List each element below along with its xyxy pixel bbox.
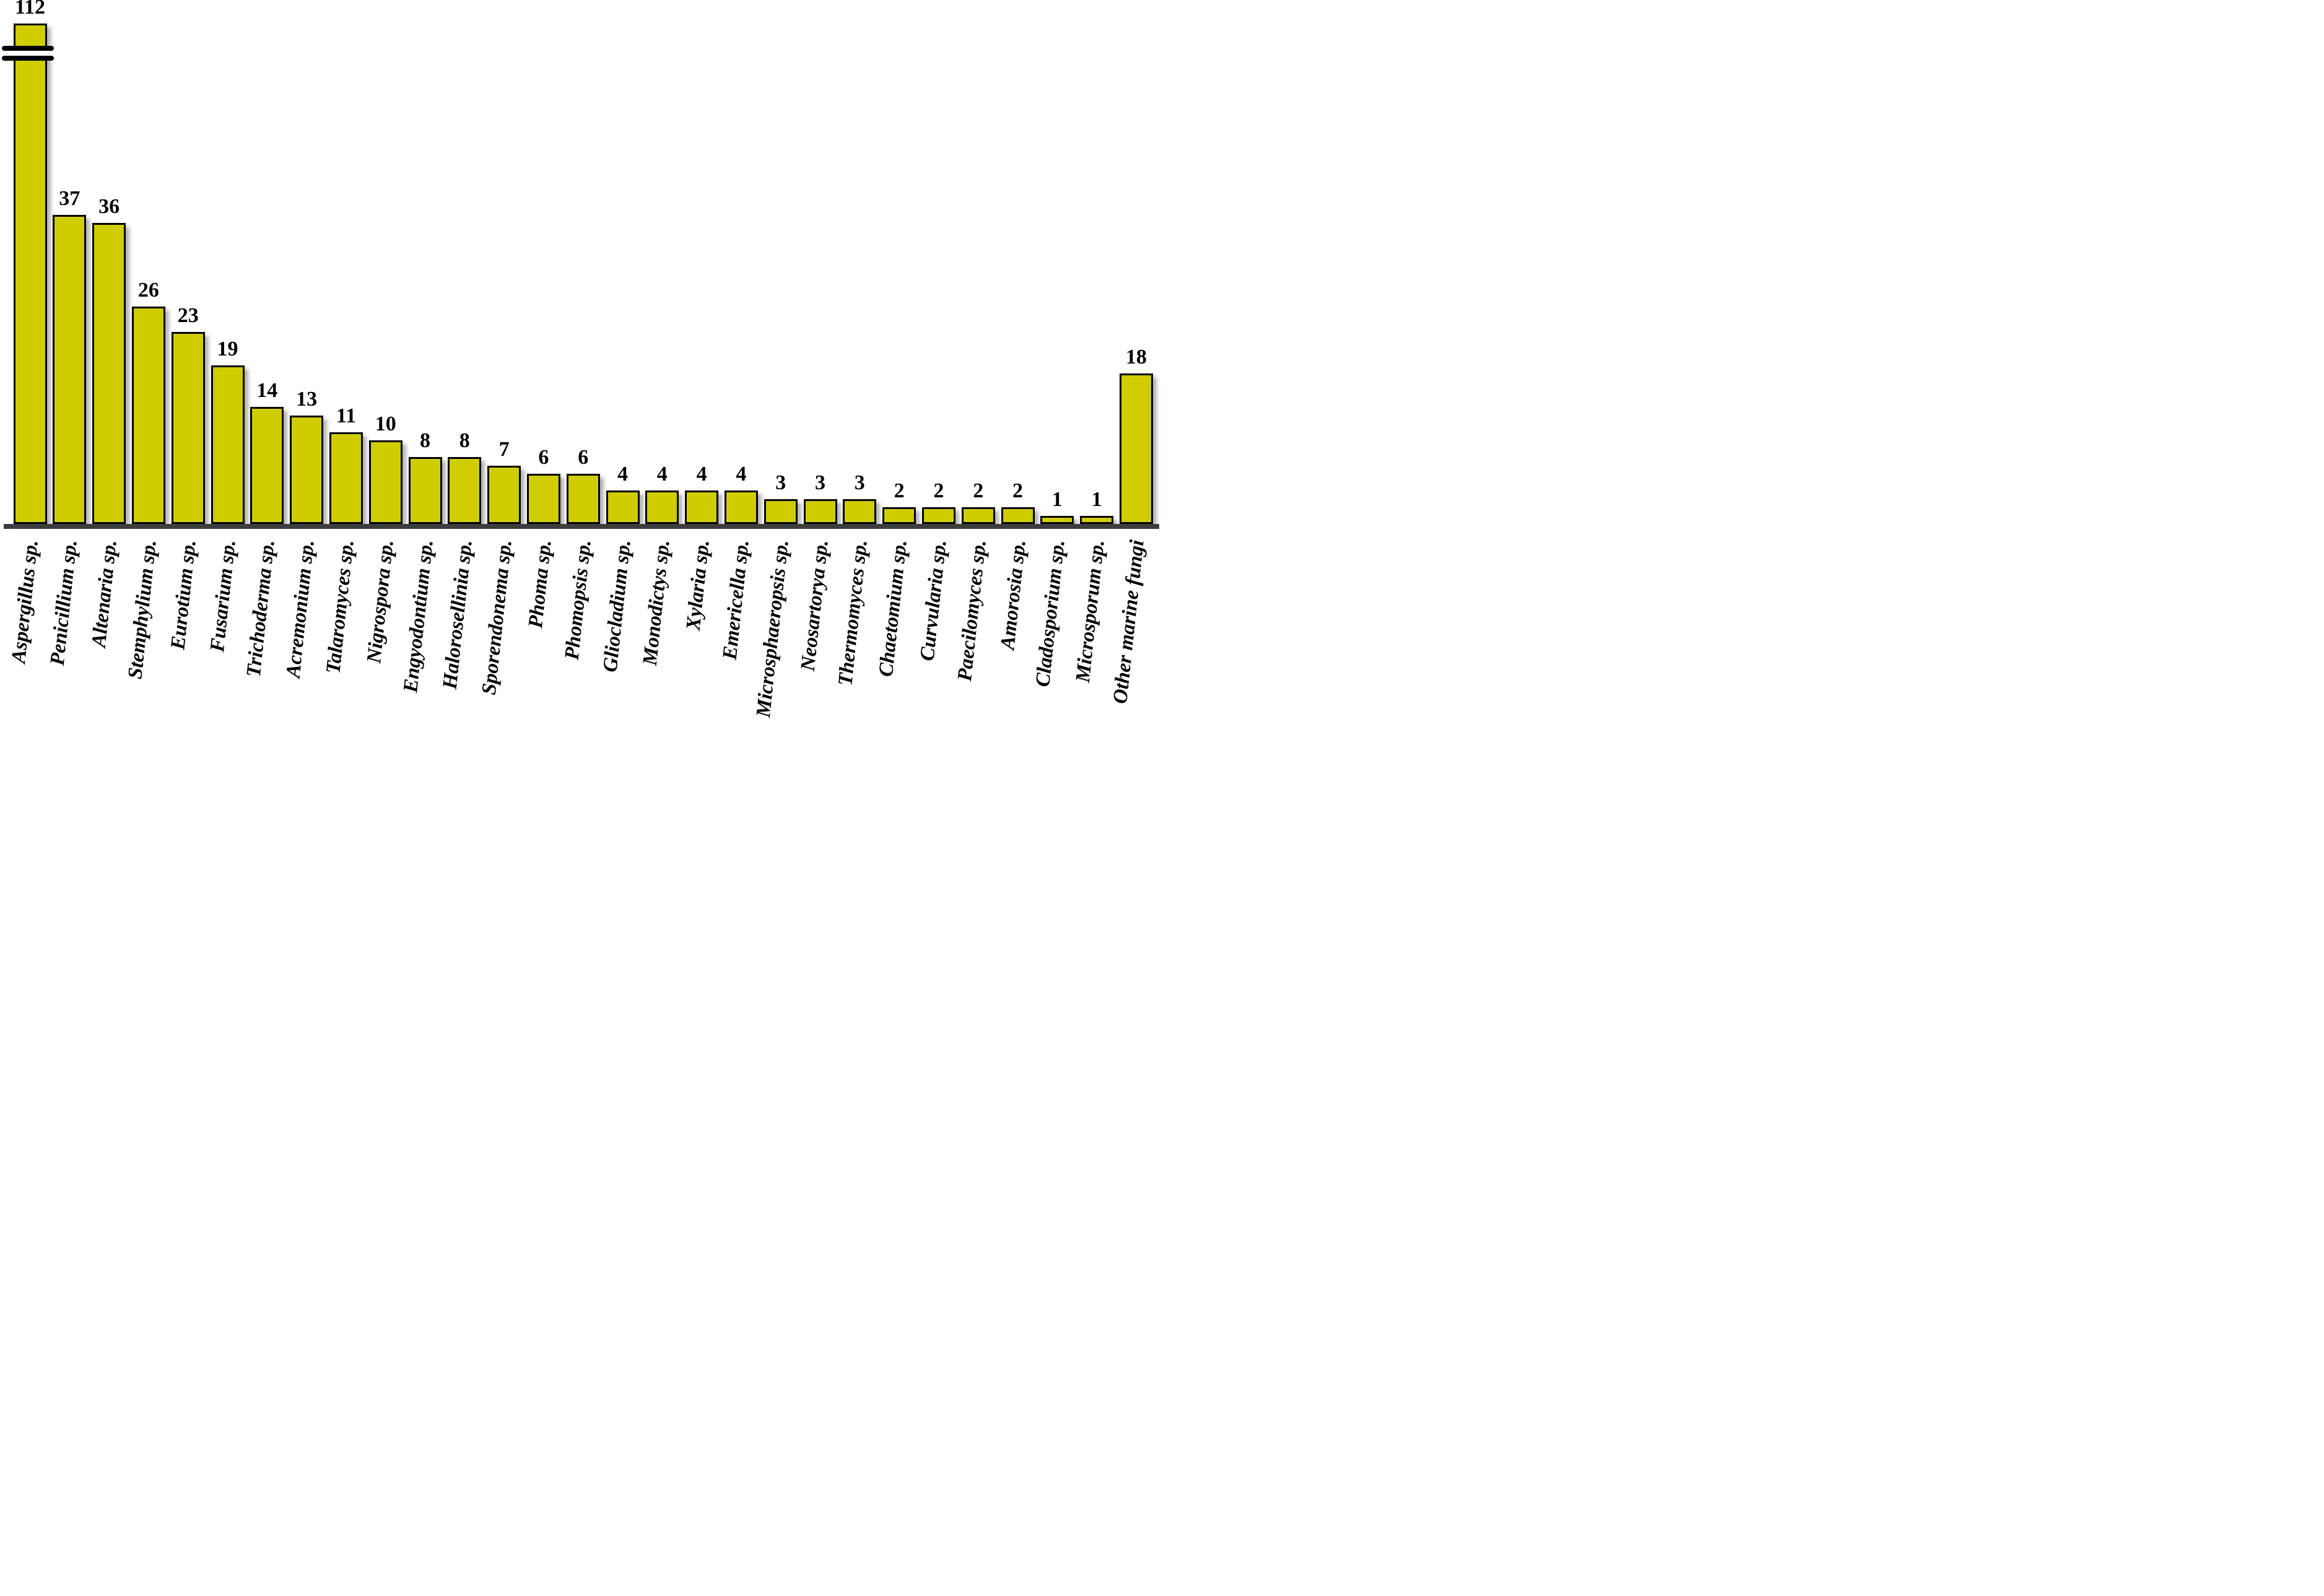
x-axis-category-label: Microsphaeropsis sp. bbox=[752, 539, 793, 719]
x-axis-line bbox=[4, 524, 1159, 529]
x-axis-category-label: Xylaria sp. bbox=[682, 539, 714, 632]
x-axis-category-label: Phomopsis sp. bbox=[560, 539, 596, 661]
x-axis-category-label: Eurotium sp. bbox=[167, 539, 201, 651]
bar-value-label: 2 bbox=[933, 479, 944, 502]
x-axis-category-label: Halorosellinia sp. bbox=[438, 539, 477, 691]
axis-break-icon bbox=[2, 56, 54, 61]
bar-value-label: 2 bbox=[973, 479, 984, 502]
bar-value-label: 3 bbox=[815, 471, 825, 494]
x-axis-category-label: Curvularia sp. bbox=[916, 539, 951, 662]
x-axis-category-label: Acremonium sp. bbox=[282, 539, 319, 679]
bar bbox=[645, 491, 679, 524]
bar bbox=[606, 491, 640, 524]
bar bbox=[1119, 373, 1153, 524]
bar bbox=[211, 365, 245, 524]
x-axis-category-label: Thermomyces sp. bbox=[834, 539, 873, 687]
bar bbox=[1040, 515, 1074, 524]
x-axis-category-label: Emericella sp. bbox=[718, 539, 754, 661]
bar bbox=[13, 24, 47, 524]
bar bbox=[1001, 507, 1035, 524]
x-axis-category-label: Gliocladium sp. bbox=[599, 539, 635, 674]
bar bbox=[1080, 515, 1114, 524]
x-axis-category-label: Neosartorya sp. bbox=[796, 539, 833, 673]
x-axis-category-label: Aspergillus sp. bbox=[7, 539, 43, 665]
x-axis-category-label: Stemphylium sp. bbox=[124, 539, 161, 681]
bar bbox=[764, 499, 798, 524]
axis-break-icon bbox=[2, 46, 54, 51]
bar-value-label: 6 bbox=[538, 446, 549, 469]
bar-value-label: 112 bbox=[14, 0, 46, 19]
bar-chart: 112 Aspergillus sp. 37 Penicillium sp. 36 Alt… bbox=[0, 0, 1162, 798]
bar-value-label: 11 bbox=[336, 404, 356, 427]
x-axis-category-label: Chaetomium sp. bbox=[874, 539, 912, 678]
bar-value-label: 7 bbox=[498, 437, 510, 461]
x-axis-category-label: Cladosporium sp. bbox=[1032, 539, 1070, 688]
bar-value-label: 1 bbox=[1091, 487, 1102, 511]
x-axis-category-label: Nigrospora sp. bbox=[362, 539, 398, 665]
bar bbox=[843, 499, 877, 524]
bar bbox=[250, 407, 284, 524]
bar bbox=[329, 432, 363, 524]
x-axis-category-label: Altenaria sp. bbox=[87, 539, 121, 649]
bar-value-label: 3 bbox=[775, 471, 786, 494]
x-axis-category-label: Phoma sp. bbox=[524, 539, 556, 630]
bar bbox=[487, 465, 521, 524]
bar-value-label: 1 bbox=[1051, 487, 1063, 511]
bar bbox=[290, 415, 324, 524]
bar-value-label: 13 bbox=[296, 387, 318, 411]
bar bbox=[526, 474, 560, 524]
bar-value-label: 8 bbox=[420, 429, 430, 452]
x-axis-category-label: Amorosia sp. bbox=[996, 539, 1030, 651]
x-axis-category-label: Other marine fungi bbox=[1109, 539, 1149, 705]
x-axis-category-label: Talaromyces sp. bbox=[322, 539, 359, 675]
bar-value-label: 3 bbox=[854, 471, 865, 494]
bar bbox=[171, 331, 205, 524]
bar-value-label: 18 bbox=[1125, 346, 1147, 368]
bar bbox=[961, 507, 995, 524]
x-axis-category-label: Sporendonema sp. bbox=[477, 539, 516, 696]
x-axis-category-label: Engyodontium sp. bbox=[399, 539, 438, 694]
bar-value-label: 4 bbox=[617, 463, 628, 486]
x-axis-category-label: Paecilomyces sp. bbox=[953, 539, 991, 682]
x-axis-category-label: Fusarium sp. bbox=[206, 539, 240, 653]
bar bbox=[92, 223, 126, 524]
bar-value-label: 36 bbox=[98, 195, 120, 218]
bar-value-label: 4 bbox=[656, 463, 668, 486]
bar-value-label: 14 bbox=[256, 379, 278, 402]
bar-value-label: 4 bbox=[736, 463, 747, 486]
bar-value-label: 8 bbox=[459, 429, 470, 452]
bar bbox=[53, 214, 87, 524]
bar-value-label: 19 bbox=[217, 337, 238, 360]
x-axis-category-label: Trichoderma sp. bbox=[243, 539, 280, 678]
bar-value-label: 26 bbox=[137, 279, 159, 302]
bar bbox=[448, 457, 482, 524]
bar bbox=[408, 457, 442, 524]
bar bbox=[882, 507, 916, 524]
bar-value-label: 6 bbox=[578, 446, 589, 469]
x-axis-category-label: Monodictys sp. bbox=[639, 539, 675, 667]
bar-value-label: 37 bbox=[59, 186, 81, 210]
bar bbox=[921, 507, 955, 524]
bar-value-label: 2 bbox=[894, 479, 905, 502]
bar-value-label: 2 bbox=[1012, 479, 1023, 502]
bar bbox=[803, 499, 837, 524]
bar-value-label: 10 bbox=[375, 412, 396, 435]
bar bbox=[685, 491, 719, 524]
bar bbox=[724, 491, 758, 524]
bar bbox=[566, 474, 600, 524]
bar bbox=[131, 307, 165, 524]
bar bbox=[368, 440, 403, 524]
x-axis-category-label: Penicillium sp. bbox=[46, 539, 82, 667]
x-axis-category-label: Microsporum sp. bbox=[1071, 539, 1109, 684]
bar-value-label: 23 bbox=[177, 303, 199, 327]
bar-value-label: 4 bbox=[696, 463, 707, 486]
